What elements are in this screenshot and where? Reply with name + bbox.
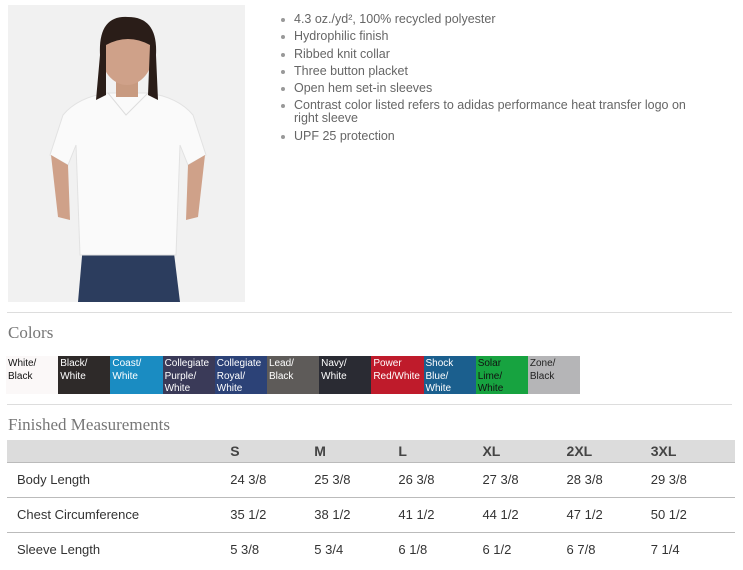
color-swatches: White/ Black Black/ White Coast/ White Coll… <box>6 356 581 394</box>
measurement-cell: 26 3/8 <box>398 462 483 498</box>
color-swatch[interactable]: Collegiate Purple/ White <box>162 356 215 394</box>
color-swatch[interactable]: Black/ White <box>58 356 111 394</box>
colors-heading: Colors <box>8 323 54 342</box>
measurement-cell: 6 1/2 <box>482 542 512 558</box>
feature-item: 4.3 oz./yd², 100% recycled polyester <box>280 13 700 26</box>
header-cell: XL <box>482 440 567 463</box>
color-swatch[interactable]: Power Red/White <box>371 356 424 394</box>
product-photo <box>8 5 245 302</box>
header-cell: L <box>398 440 483 463</box>
table-row: Chest Circumference 35 1/2 38 1/2 41 1/2 44 … <box>7 497 735 533</box>
color-swatch[interactable]: Zone/ Black <box>527 356 581 394</box>
row-label: Chest Circumference <box>7 497 231 533</box>
measurement-cell: 35 1/2 <box>230 497 315 533</box>
color-swatch[interactable]: Coast/ White <box>110 356 163 394</box>
measurements-table: S M L XL 2XL 3XL Body Length 24 3/8 25 3/8… <box>7 440 735 567</box>
color-swatch[interactable]: Solar Lime/ White <box>475 356 528 394</box>
color-swatch[interactable]: Collegiate Royal/ White <box>214 356 267 394</box>
header-cell: 2XL <box>566 440 651 463</box>
feature-list: 4.3 oz./yd², 100% recycled polyester Hyd… <box>280 13 700 147</box>
feature-item: Three button placket <box>280 64 700 78</box>
header-cell: 3XL <box>650 440 735 463</box>
table-row: Sleeve Length 5 3/8 5 3/4 6 1/8 6 1/2 6 7/8 7 … <box>7 532 735 567</box>
color-swatch[interactable]: Lead/ Black <box>266 356 320 394</box>
color-swatch[interactable]: White/ Black <box>6 356 59 394</box>
measurement-cell: 47 1/2 <box>566 497 651 533</box>
header-cell: M <box>314 440 399 463</box>
color-swatch[interactable]: Shock Blue/ White <box>423 356 476 394</box>
measurement-cell: 6 7/8 <box>566 542 596 558</box>
header-cell: S <box>230 440 315 463</box>
measurement-cell: 29 3/8 <box>650 462 735 498</box>
measurement-cell: 25 3/8 <box>314 462 399 498</box>
feature-item: Contrast color listed refers to adidas p… <box>280 99 700 125</box>
row-label: Sleeve Length <box>17 542 101 558</box>
feature-item: Ribbed knit collar <box>280 47 700 61</box>
measurement-cell: 5 3/8 <box>230 542 260 558</box>
table-row: Body Length 24 3/8 25 3/8 26 3/8 27 3/8 28 3/… <box>7 462 735 498</box>
row-label: Body Length <box>7 462 231 498</box>
measurement-cell: 7 1/4 <box>650 542 680 558</box>
measurement-cell: 44 1/2 <box>482 497 567 533</box>
table-header-row: S M L XL 2XL 3XL <box>7 440 735 463</box>
measurement-cell: 27 3/8 <box>482 462 567 498</box>
header-cell <box>7 440 231 463</box>
measurement-cell: 6 1/8 <box>398 542 428 558</box>
divider <box>7 404 732 405</box>
measurements-heading: Finished Measurements <box>8 415 170 434</box>
measurement-cell: 28 3/8 <box>566 462 651 498</box>
measurement-cell: 38 1/2 <box>314 497 399 533</box>
feature-item: UPF 25 protection <box>280 129 700 143</box>
divider <box>7 312 732 313</box>
measurement-cell: 50 1/2 <box>650 497 735 533</box>
measurement-cell: 41 1/2 <box>398 497 483 533</box>
color-swatch[interactable]: Navy/ White <box>319 356 372 394</box>
feature-item: Hydrophilic finish <box>280 30 700 43</box>
measurement-cell: 24 3/8 <box>230 462 315 498</box>
measurement-cell: 5 3/4 <box>314 542 344 558</box>
feature-item: Open hem set-in sleeves <box>280 82 700 95</box>
